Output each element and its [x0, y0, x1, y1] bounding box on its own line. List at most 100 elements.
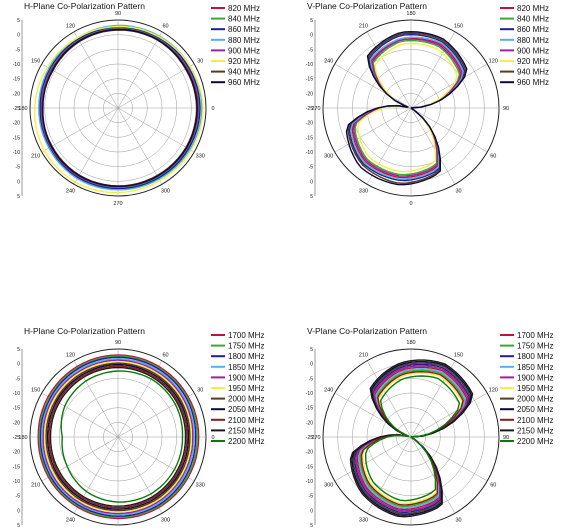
chart-title: H-Plane Co-Polarization Pattern — [24, 1, 145, 11]
grid-spoke — [366, 360, 412, 438]
radial-tick-label: 0 — [17, 33, 20, 39]
angle-label: 240 — [324, 59, 333, 65]
polar-chart-2: V-Plane Co-Polarization Pattern 90 120 150 1… — [306, 1, 549, 207]
radial-tick-label: -15 — [306, 135, 313, 141]
angle-label: 180 — [18, 106, 27, 112]
chart-title: V-Plane Co-Polarization Pattern — [307, 326, 427, 336]
radial-tick-label: 5 — [17, 523, 20, 529]
angle-label: 300 — [161, 517, 170, 523]
angle-label: 0 — [409, 201, 412, 207]
series-line-1950-mhz — [43, 360, 192, 513]
legend-label: 2150 MHz — [517, 426, 553, 435]
angle-label: 120 — [489, 388, 498, 394]
legend-label: 880 MHz — [517, 36, 549, 45]
radial-tick-label: -10 — [13, 391, 20, 397]
legend-label: 1850 MHz — [517, 363, 553, 372]
radial-tick-label: 5 — [310, 347, 313, 353]
legend-label: 960 MHz — [517, 78, 549, 87]
radial-tick-label: -10 — [13, 479, 20, 485]
angle-label: 330 — [196, 154, 205, 160]
angle-label: 90 — [503, 435, 509, 441]
chart-title: V-Plane Co-Polarization Pattern — [307, 1, 427, 11]
legend-label: 880 MHz — [228, 36, 260, 45]
grid-spoke — [334, 436, 412, 482]
legend-label: 920 MHz — [517, 57, 549, 66]
radial-tick-label: -5 — [309, 494, 314, 500]
radial-tick-label: -10 — [306, 391, 313, 397]
legend-label: 840 MHz — [228, 15, 260, 24]
radial-tick-label: -15 — [306, 77, 313, 83]
series-line-2000-mhz — [45, 362, 191, 512]
legend-label: 1950 MHz — [228, 384, 264, 393]
grid-spoke — [117, 107, 195, 153]
radial-tick-label: -10 — [13, 150, 20, 156]
radial-tick-label: 5 — [17, 347, 20, 353]
radial-tick-label: -25 — [306, 435, 313, 441]
series-line-960-mhz — [42, 28, 198, 188]
angle-label: 300 — [161, 188, 170, 194]
angle-label: 60 — [162, 353, 168, 359]
series-line-1850-mhz — [40, 357, 195, 516]
radial-tick-label: 5 — [17, 194, 20, 200]
angle-label: 30 — [197, 59, 203, 65]
polar-chart-3: H-Plane Co-Polarization Pattern 0 30 60 90 12… — [13, 326, 265, 529]
radial-tick-label: 0 — [17, 508, 20, 514]
legend-label: 900 MHz — [517, 46, 549, 55]
radial-tick-label: -25 — [306, 106, 313, 112]
radial-tick-label: -10 — [306, 479, 313, 485]
legend-label: 940 MHz — [517, 68, 549, 77]
legend-label: 1700 MHz — [517, 331, 553, 340]
angle-label: 60 — [162, 24, 168, 30]
angle-label: 210 — [31, 154, 40, 160]
angle-label: 240 — [66, 517, 75, 523]
angle-label: 120 — [66, 24, 75, 30]
radial-tick-label: -10 — [306, 150, 313, 156]
angle-label: 60 — [490, 483, 496, 489]
radial-tick-label: -5 — [16, 494, 21, 500]
radial-tick-label: -15 — [13, 135, 20, 141]
legend-label: 920 MHz — [228, 57, 260, 66]
angle-label: 180 — [406, 340, 415, 346]
radial-tick-label: -20 — [306, 121, 313, 127]
legend-label: 2200 MHz — [517, 437, 553, 446]
series-line-1700-mhz — [37, 354, 200, 520]
radial-tick-label: -25 — [13, 435, 20, 441]
radial-tick-label: -15 — [13, 77, 20, 83]
series-line-1800-mhz — [39, 356, 197, 517]
legend-label: 2150 MHz — [228, 426, 264, 435]
series-line-920-mhz — [356, 42, 458, 173]
legend-label: 2000 MHz — [228, 395, 264, 404]
grid-spoke — [410, 436, 456, 514]
series-line-2100-mhz — [48, 365, 188, 509]
grid-spoke — [41, 107, 119, 153]
legend-label: 820 MHz — [517, 4, 549, 13]
angle-label: 330 — [359, 188, 368, 194]
angle-label: 30 — [455, 517, 461, 523]
radial-tick-label: -10 — [13, 62, 20, 68]
series-line-1750-mhz — [38, 355, 198, 519]
angle-label: 120 — [66, 353, 75, 359]
angle-label: 240 — [66, 188, 75, 194]
angle-label: 270 — [113, 201, 122, 207]
legend-label: 1700 MHz — [228, 331, 264, 340]
angle-label: 90 — [115, 11, 121, 17]
series-line-880-mhz — [38, 24, 203, 191]
radial-tick-label: -20 — [13, 121, 20, 127]
radial-tick-label: -15 — [306, 464, 313, 470]
series-line-860-mhz — [39, 26, 201, 190]
legend-label: 2000 MHz — [517, 395, 553, 404]
radial-tick-label: -20 — [13, 450, 20, 456]
angle-label: 60 — [490, 154, 496, 160]
legend-label: 1750 MHz — [228, 342, 264, 351]
angle-label: 300 — [324, 154, 333, 160]
radial-tick-label: 0 — [310, 362, 313, 368]
radial-tick-label: -20 — [306, 450, 313, 456]
legend-label: 940 MHz — [228, 68, 260, 77]
radial-tick-label: 0 — [310, 33, 313, 39]
radial-tick-label: -5 — [16, 165, 21, 171]
legend-label: 2200 MHz — [228, 437, 264, 446]
legend-label: 1750 MHz — [517, 342, 553, 351]
angle-label: 240 — [324, 388, 333, 394]
radial-tick-label: 0 — [310, 508, 313, 514]
